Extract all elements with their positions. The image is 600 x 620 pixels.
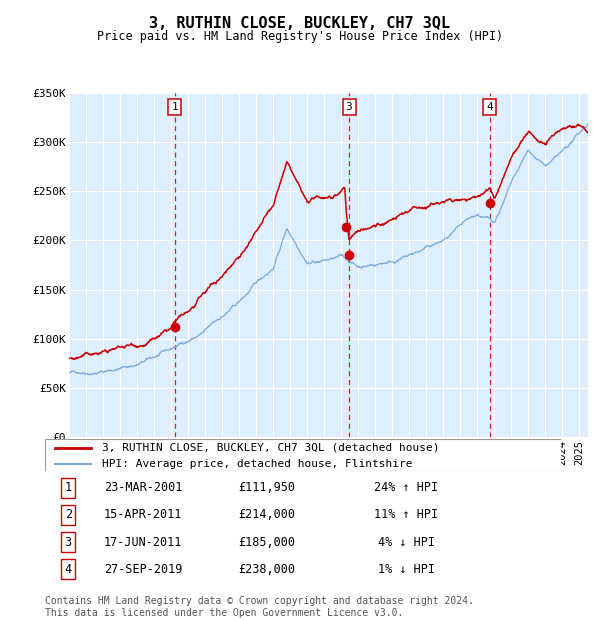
Text: 15-APR-2011: 15-APR-2011 — [104, 508, 182, 521]
Text: 11% ↑ HPI: 11% ↑ HPI — [374, 508, 438, 521]
Text: 23-MAR-2001: 23-MAR-2001 — [104, 481, 182, 494]
Text: Contains HM Land Registry data © Crown copyright and database right 2024.: Contains HM Land Registry data © Crown c… — [45, 596, 474, 606]
Text: Price paid vs. HM Land Registry's House Price Index (HPI): Price paid vs. HM Land Registry's House … — [97, 30, 503, 43]
Text: 4: 4 — [65, 563, 72, 576]
Text: 3: 3 — [65, 536, 72, 549]
Text: 1: 1 — [172, 102, 178, 112]
FancyBboxPatch shape — [45, 439, 561, 471]
Text: 27-SEP-2019: 27-SEP-2019 — [104, 563, 182, 576]
Text: 24% ↑ HPI: 24% ↑ HPI — [374, 481, 438, 494]
Text: This data is licensed under the Open Government Licence v3.0.: This data is licensed under the Open Gov… — [45, 608, 403, 618]
Text: 2: 2 — [65, 508, 72, 521]
Text: 1: 1 — [65, 481, 72, 494]
Text: 3: 3 — [346, 102, 352, 112]
Text: 4% ↓ HPI: 4% ↓ HPI — [378, 536, 434, 549]
Text: 3, RUTHIN CLOSE, BUCKLEY, CH7 3QL: 3, RUTHIN CLOSE, BUCKLEY, CH7 3QL — [149, 16, 451, 30]
Text: £238,000: £238,000 — [238, 563, 295, 576]
Text: £214,000: £214,000 — [238, 508, 295, 521]
Text: 1% ↓ HPI: 1% ↓ HPI — [378, 563, 434, 576]
Text: 4: 4 — [487, 102, 493, 112]
Text: £111,950: £111,950 — [238, 481, 295, 494]
Text: £185,000: £185,000 — [238, 536, 295, 549]
Text: HPI: Average price, detached house, Flintshire: HPI: Average price, detached house, Flin… — [102, 459, 412, 469]
Text: 17-JUN-2011: 17-JUN-2011 — [104, 536, 182, 549]
Text: 3, RUTHIN CLOSE, BUCKLEY, CH7 3QL (detached house): 3, RUTHIN CLOSE, BUCKLEY, CH7 3QL (detac… — [102, 443, 439, 453]
